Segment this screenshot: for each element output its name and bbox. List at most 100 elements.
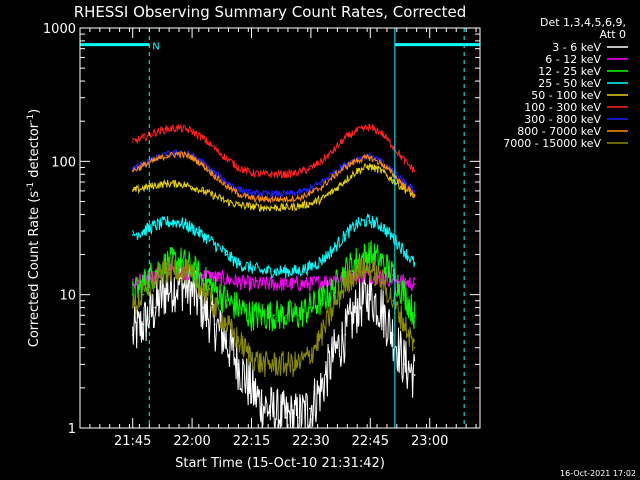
data-point xyxy=(273,283,275,285)
data-point xyxy=(201,278,204,281)
y-tick-label: 1 xyxy=(68,422,76,437)
data-point xyxy=(356,259,359,262)
data-point xyxy=(213,323,216,326)
series-100-300keV xyxy=(131,123,416,180)
legend-entry-label: 25 - 50 keV xyxy=(538,77,601,90)
x-tick-label: 22:45 xyxy=(352,434,389,449)
data-point xyxy=(249,192,252,194)
data-point xyxy=(154,278,157,281)
chart-title: RHESSI Observing Summary Count Rates, Co… xyxy=(74,3,467,21)
data-point xyxy=(380,131,382,134)
data-point xyxy=(273,173,275,176)
data-layer xyxy=(131,123,416,429)
data-point xyxy=(344,137,347,139)
data-point xyxy=(320,299,323,302)
plot-frame xyxy=(79,27,481,429)
series-line xyxy=(132,150,416,204)
data-point xyxy=(237,204,240,206)
data-point xyxy=(320,387,323,389)
data-point xyxy=(285,206,287,209)
data-point xyxy=(320,259,323,262)
data-point xyxy=(142,323,145,326)
data-point xyxy=(403,363,406,366)
data-point xyxy=(190,129,192,132)
series-7000-15000keV xyxy=(131,256,416,378)
data-point xyxy=(413,190,416,192)
data-point xyxy=(332,248,335,250)
data-point xyxy=(237,280,240,283)
data-point xyxy=(285,193,287,195)
data-point xyxy=(356,270,359,272)
legend-entry-label: 300 - 800 keV xyxy=(524,113,601,126)
data-point xyxy=(413,263,416,265)
y-label-part-1: Corrected Count Rate (s xyxy=(27,191,42,348)
series-line xyxy=(132,212,416,279)
data-point xyxy=(166,153,168,156)
data-point xyxy=(178,127,180,129)
data-point xyxy=(154,224,157,227)
data-point xyxy=(392,145,394,147)
x-tick-label: 21:45 xyxy=(114,434,151,449)
data-point xyxy=(392,274,394,276)
data-point xyxy=(413,346,416,349)
data-point xyxy=(392,299,394,302)
data-point xyxy=(201,274,204,276)
data-point xyxy=(392,334,394,336)
data-point xyxy=(261,193,263,195)
data-point xyxy=(380,278,382,281)
series-50-100keV xyxy=(131,162,416,213)
data-point xyxy=(178,152,180,155)
data-point xyxy=(190,185,192,188)
data-point xyxy=(154,131,157,134)
series-25-50keV xyxy=(131,212,416,279)
data-point xyxy=(320,186,323,188)
data-point xyxy=(131,334,134,336)
legend-entry-label: 800 - 7000 keV xyxy=(517,125,601,138)
data-point xyxy=(273,206,275,209)
data-point xyxy=(190,226,192,229)
data-point xyxy=(213,147,216,150)
data-point xyxy=(225,200,228,203)
data-point xyxy=(368,219,370,222)
data-point xyxy=(249,172,252,174)
data-point xyxy=(368,156,370,159)
data-point xyxy=(320,181,323,183)
data-point xyxy=(249,283,252,285)
data-point xyxy=(190,288,192,290)
series-line xyxy=(132,240,416,332)
data-point xyxy=(344,179,347,182)
data-point xyxy=(356,223,359,225)
data-point xyxy=(308,407,311,410)
data-point xyxy=(201,234,204,236)
data-point xyxy=(261,314,263,317)
data-point xyxy=(273,412,275,414)
data-point xyxy=(332,354,335,357)
data-point xyxy=(332,306,335,309)
data-point xyxy=(368,126,370,129)
data-point xyxy=(142,230,145,232)
data-point xyxy=(320,198,323,200)
data-point xyxy=(403,323,406,326)
data-point xyxy=(261,283,263,285)
data-point xyxy=(297,197,299,199)
y-label-part-3: ) xyxy=(27,109,42,114)
data-point xyxy=(308,266,311,269)
x-tick-label: 23:00 xyxy=(411,434,448,449)
data-point xyxy=(392,169,394,172)
data-point xyxy=(356,159,359,161)
data-point xyxy=(380,306,382,309)
data-point xyxy=(237,340,240,342)
data-point xyxy=(273,314,275,317)
data-point xyxy=(190,156,192,158)
data-point xyxy=(225,253,228,256)
data-point xyxy=(285,270,287,272)
data-point xyxy=(213,288,216,290)
data-point xyxy=(368,266,370,269)
y-label-superscript-2: -1 xyxy=(26,114,36,123)
data-point xyxy=(225,323,228,326)
legend-entry-label: 50 - 100 keV xyxy=(531,89,601,102)
data-point xyxy=(249,266,252,269)
data-point xyxy=(332,172,335,174)
data-point xyxy=(403,188,406,190)
